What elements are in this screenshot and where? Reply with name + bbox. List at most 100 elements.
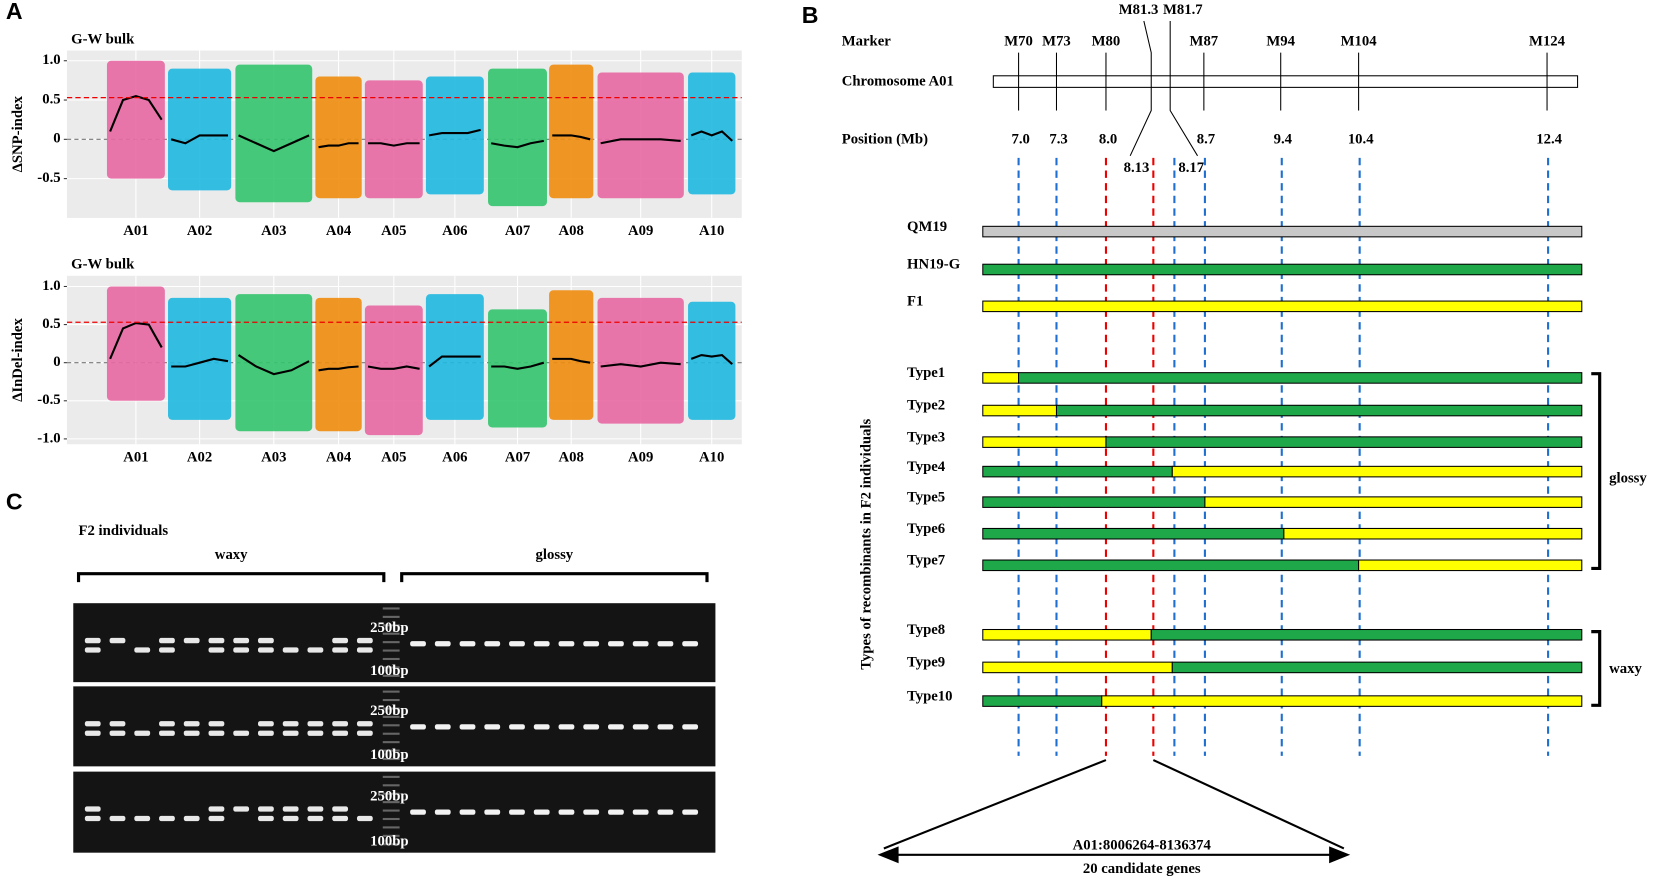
row-label: Type3 [907,429,945,445]
y-tick-label: 0 [53,354,60,370]
gel-band [159,730,175,736]
gel-band [84,647,101,653]
gel-band [307,815,324,822]
ladder-band [382,698,400,702]
y-tick-label: 1.0 [42,278,60,294]
y-tick-label: 0 [53,131,60,147]
genes-label: 20 candidate genes [1083,861,1201,877]
gel-band [332,815,349,822]
haplotype-segment [1171,465,1583,478]
gel-band [682,809,699,815]
trend-line [318,365,359,372]
ladder-band [382,775,400,778]
point-cloud [597,297,684,424]
haplotype-segment [982,628,1152,641]
gel-band [208,721,225,727]
x-tick-label: A08 [559,449,584,465]
y-tick-label: 1.0 [42,52,60,68]
ladder-band [382,707,400,710]
row-label: Type6 [907,521,945,537]
point-cloud [315,76,362,199]
gel-band [159,637,175,644]
chromosome-label: Chromosome A01 [842,73,954,89]
gel-band [134,730,151,736]
marker-header: Marker [842,33,892,49]
gel-band [307,647,324,653]
trend-line [491,139,545,149]
x-tick-label: A08 [559,223,584,239]
chromosome [992,75,1579,88]
gel-band [332,637,349,644]
region-label: A01:8006264-8136374 [1073,838,1212,854]
ladder-band [382,741,400,744]
gel-band [258,721,274,727]
panel-label: C [6,488,23,514]
row-label: Type8 [907,622,945,638]
gel-band [434,641,451,647]
gel-band [159,815,175,822]
trend-line [428,355,481,368]
gel-band [558,809,575,815]
y-tick-label: -1.0 [37,430,60,446]
zoom-line [1152,759,1345,850]
group-label: glossy [1609,470,1647,486]
point-cloud [235,294,313,432]
row-label: F1 [907,293,923,309]
gel-band [84,806,101,812]
haplotype-segment [982,496,1206,508]
haplotype-segment [982,695,1103,707]
gel-band [459,809,476,815]
trend-line [170,134,229,145]
arrow-head [877,846,899,864]
marker-name: M80 [1092,33,1121,49]
gel-band [332,647,349,653]
gel-band [434,724,451,730]
marker-name: M104 [1341,33,1378,49]
point-cloud [168,68,232,191]
group-axis-label: Types of recombinants in F2 individuals [858,418,874,669]
row-label: QM19 [907,219,947,235]
group-bracket [1591,630,1602,707]
marker-position: 10.4 [1348,131,1374,147]
zoom-line [883,759,1107,850]
haplotype-bar [982,263,1583,276]
gel-band [258,647,274,653]
haplotype-segment [982,436,1107,448]
size-label: 250bp [370,620,408,636]
gel-band [307,730,324,736]
row-label: Type10 [907,688,953,704]
haplotype-segment [1171,661,1583,674]
gel-band [307,806,324,812]
haplotype-segment [1105,436,1583,448]
size-label: 250bp [370,788,408,804]
gel-band [533,641,550,647]
ladder-band [382,690,400,693]
x-tick-label: A01 [123,449,148,465]
haplotype-segment [1204,496,1583,508]
ladder-band [382,749,400,752]
point-cloud [235,64,313,203]
trend-line [552,134,591,141]
point-cloud [315,297,362,432]
ladder-band [382,657,400,661]
gel-band [608,641,624,647]
marker-tick [1129,20,1152,157]
ladder-band [382,757,400,761]
gel-band [410,809,426,815]
lane-bracket [76,572,386,583]
gel-band [282,647,299,653]
haplotype-segment [982,661,1173,674]
point-cloud [364,80,423,199]
gel-band [332,721,349,727]
gel-band [583,724,600,730]
point-cloud [364,305,423,436]
gel-band [632,809,649,815]
gel-band [282,815,299,822]
x-tick-label: A09 [628,223,653,239]
gel-band [533,724,550,730]
group-label: waxy [1609,661,1642,677]
gel-band [208,647,225,653]
row-label: Type9 [907,655,945,671]
gel-band [533,809,550,815]
gel-band [183,637,200,644]
